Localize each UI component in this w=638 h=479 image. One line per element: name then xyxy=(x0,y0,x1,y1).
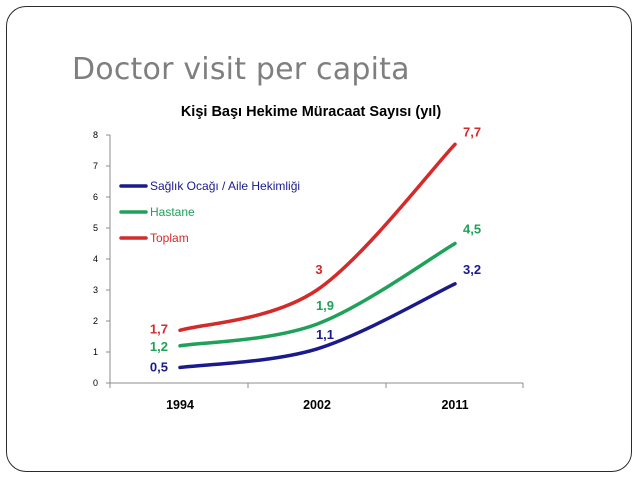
chart-title: Kişi Başı Hekime Müracaat Sayısı (yıl) xyxy=(181,104,441,120)
data-label: 7,7 xyxy=(463,124,481,139)
y-tick-label: 1 xyxy=(93,347,98,357)
data-label: 3,2 xyxy=(463,262,481,277)
slide-title: Doctor visit per capita xyxy=(72,52,410,87)
data-label: 1,1 xyxy=(316,327,334,342)
x-tick-label: 2002 xyxy=(303,398,331,412)
series-line xyxy=(178,282,457,370)
chart-data-labels: 0,5 1,1 3,2 1,2 1,9 4,5 1,7 3 7,7 xyxy=(150,124,481,374)
chart-axes: 0 1 2 3 4 5 6 7 8 1994 2002 2011 xyxy=(93,130,524,412)
y-tick-label: 2 xyxy=(93,316,98,326)
y-tick-label: 8 xyxy=(93,130,98,140)
data-label: 0,5 xyxy=(150,360,168,375)
y-tick-label: 3 xyxy=(93,285,98,295)
series-line xyxy=(178,142,457,333)
data-label: 4,5 xyxy=(463,222,481,237)
y-tick-label: 4 xyxy=(93,254,98,264)
y-tick-label: 6 xyxy=(93,192,98,202)
legend-entry: Sağlık Ocağı / Aile Hekimliği xyxy=(150,179,300,193)
legend-entry: Hastane xyxy=(150,205,195,219)
data-label: 3 xyxy=(315,262,322,277)
y-tick-label: 5 xyxy=(93,223,98,233)
chart-legend: Sağlık Ocağı / Aile Hekimliği Hastane Topl… xyxy=(119,179,300,245)
data-label: 1,7 xyxy=(150,321,168,336)
y-tick-label: 0 xyxy=(93,378,98,388)
legend-entry: Toplam xyxy=(150,231,189,245)
x-tick-label: 1994 xyxy=(166,398,194,412)
data-label: 1,2 xyxy=(150,339,168,354)
x-tick-label: 2011 xyxy=(441,398,468,412)
y-tick-label: 7 xyxy=(93,161,98,171)
chart-series xyxy=(178,142,457,370)
data-label: 1,9 xyxy=(316,298,334,313)
series-line xyxy=(178,241,457,348)
